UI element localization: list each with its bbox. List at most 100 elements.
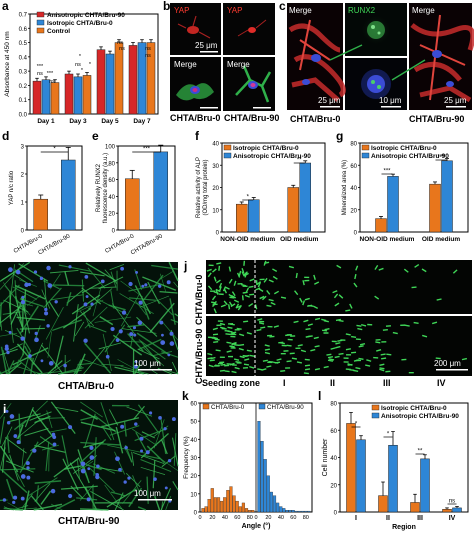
nucleus: [132, 326, 137, 330]
a-ytick-label: 0.2: [19, 84, 28, 90]
a-legend-label: Anisotropic CHTA/Bru-90: [47, 12, 125, 19]
l-xtick-label: I: [355, 515, 357, 522]
cells-j: [206, 260, 468, 375]
l-significance: *: [387, 432, 390, 438]
nucleus: [167, 459, 172, 463]
fiber: [0, 346, 8, 375]
f-ytick-label: 40: [212, 142, 219, 148]
cell: [241, 271, 245, 277]
cell: [259, 295, 265, 300]
nucleus: [4, 346, 9, 351]
nucleus: [123, 480, 127, 484]
panel-c: c Merge RU: [279, 0, 474, 124]
fiber: [80, 421, 116, 432]
e-significance: ***: [143, 147, 151, 153]
cell: [310, 348, 316, 352]
fiber: [24, 428, 49, 437]
f-ytick-label: 30: [212, 164, 219, 170]
cell: [254, 304, 258, 310]
k-ytick-label: 30: [190, 456, 197, 462]
j-zone-1: I: [283, 378, 286, 388]
nucleus: [135, 270, 138, 274]
fiber: [14, 365, 42, 375]
cell: [213, 340, 219, 344]
nucleus: [28, 354, 32, 358]
a-significance: ***: [37, 64, 44, 70]
cell: [326, 353, 332, 356]
d-ytick-label: 3: [21, 145, 25, 151]
c-cells-left: [288, 19, 346, 102]
a-significance: ***: [47, 71, 54, 77]
d-ytick-label: 0: [21, 229, 25, 235]
cell: [266, 365, 272, 368]
cell: [212, 327, 218, 331]
g-bar: [429, 183, 441, 233]
fiber: [5, 478, 15, 500]
cell: [296, 361, 303, 364]
fiber: [173, 281, 179, 288]
cell: [304, 297, 310, 301]
cell: [226, 350, 232, 353]
k-bar: [226, 490, 230, 513]
fiber: [120, 293, 141, 327]
yap-signal-right: [237, 19, 267, 37]
panel-label-b: b: [163, 0, 170, 13]
cell: [365, 364, 371, 367]
nucleus: [8, 267, 13, 273]
fiber: [157, 300, 173, 316]
fiber: [108, 304, 126, 311]
fiber: [39, 436, 55, 447]
cell: [353, 282, 358, 288]
l-bar: [410, 502, 420, 513]
cell: [358, 345, 364, 348]
fiber: [3, 506, 12, 511]
yap-signal-left: [177, 15, 211, 39]
fiber: [15, 284, 46, 300]
k-bar: [279, 506, 283, 513]
fiber: [101, 417, 140, 428]
e-ytick-label: 20: [108, 212, 115, 218]
nucleus: [21, 295, 25, 299]
a-bar: [128, 45, 138, 115]
nucleus: [44, 311, 49, 316]
fiber: [24, 407, 34, 428]
cell: [207, 352, 213, 356]
fiber: [146, 445, 166, 464]
fiber: [3, 299, 29, 313]
a-bar: [64, 73, 74, 115]
cell: [258, 322, 265, 325]
h-scale-label: 100 μm: [134, 359, 161, 368]
fiber: [24, 490, 30, 511]
fiber: [4, 329, 24, 340]
panel-label-i: i: [3, 402, 6, 416]
fiber: [136, 316, 158, 337]
cell: [357, 327, 363, 331]
fiber: [40, 490, 52, 505]
fiber: [19, 400, 48, 428]
nucleus: [161, 333, 164, 337]
cell: [305, 335, 311, 338]
cell: [380, 353, 386, 356]
j-row-label-bottom: CHTA/Bru-90: [194, 329, 204, 384]
fiber: [130, 333, 134, 349]
b-merge-label-left: Merge: [174, 60, 197, 69]
fiber: [34, 444, 66, 453]
nucleus: [105, 354, 110, 359]
f-ylabel: (OD/mg total protein): [203, 159, 209, 215]
cell: [227, 326, 233, 329]
cell: [229, 345, 235, 348]
fiber: [161, 439, 168, 455]
k-bar: [294, 510, 298, 513]
cell: [313, 336, 319, 340]
fiber: [159, 270, 174, 280]
cell: [218, 282, 223, 288]
cell: [330, 347, 336, 350]
cell: [257, 282, 261, 288]
fiber: [134, 285, 152, 315]
cell: [224, 370, 230, 373]
fiber: [109, 264, 125, 271]
cell: [381, 357, 387, 360]
cell: [264, 351, 271, 355]
nucleus: [39, 276, 44, 281]
a-ytick-label: 0.1: [19, 98, 28, 104]
